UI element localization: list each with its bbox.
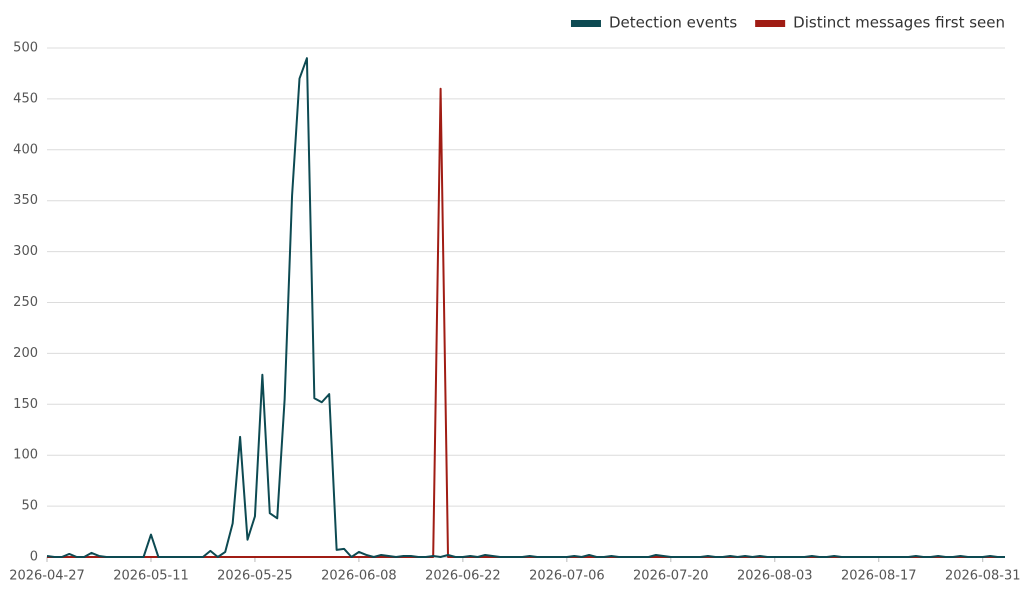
y-tick-label: 500: [13, 41, 38, 56]
x-tick-label: 2026-07-06: [529, 569, 605, 584]
legend: Distinct messages first seen Detection ev…: [570, 14, 1005, 32]
x-tick-label: 2026-06-08: [321, 569, 397, 584]
y-tick-label: 300: [13, 244, 38, 259]
y-tick-label: 250: [13, 295, 38, 310]
legend-label: Detection events: [609, 14, 737, 32]
y-tick-label: 50: [21, 499, 38, 514]
y-tick-label: 450: [13, 91, 38, 106]
y-tick-label: 0: [30, 550, 38, 565]
x-tick-label: 2026-05-25: [217, 569, 293, 584]
x-tick-label: 2026-06-22: [425, 569, 501, 584]
series-line: [47, 87, 1005, 558]
y-tick-label: 100: [13, 448, 38, 463]
series-line: [46, 57, 1005, 558]
y-tick-label: 350: [13, 193, 38, 208]
legend-swatch: [570, 20, 601, 27]
y-tick-label: 200: [13, 346, 38, 361]
x-tick-label: 2026-08-03: [737, 569, 813, 584]
y-tick-label: 150: [13, 397, 38, 412]
legend-label: Distinct messages first seen: [793, 14, 1005, 32]
y-tick-label: 400: [13, 142, 38, 157]
x-tick-label: 2026-05-11: [113, 569, 189, 584]
x-tick-label: 2026-07-20: [633, 569, 709, 584]
legend-swatch: [755, 20, 786, 27]
x-tick-label: 2026-04-27: [9, 569, 85, 584]
x-tick-label: 2026-08-17: [841, 569, 917, 584]
x-tick-label: 2026-08-31: [945, 569, 1021, 584]
